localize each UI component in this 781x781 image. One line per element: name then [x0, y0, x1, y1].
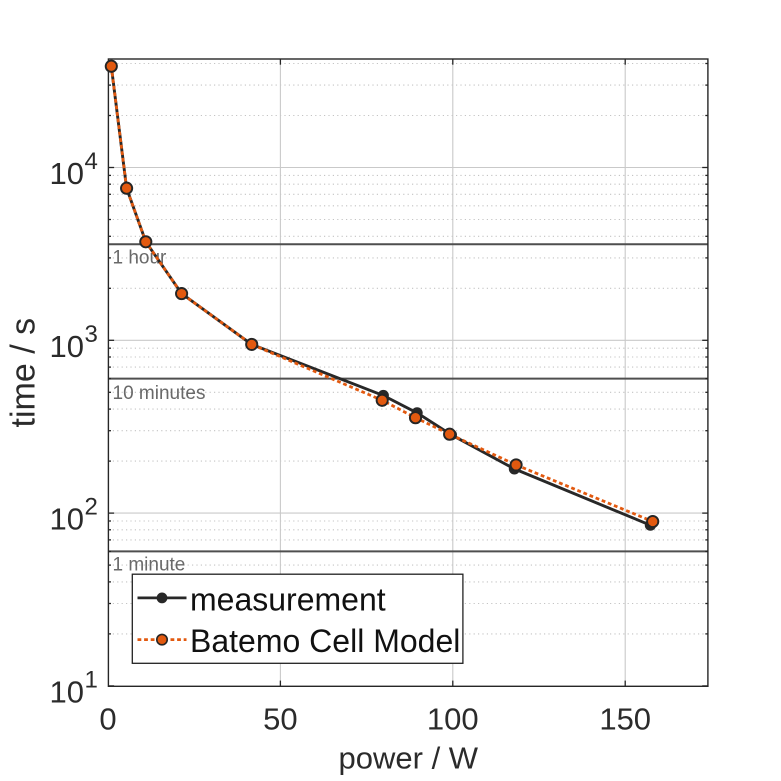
- svg-text:10: 10: [50, 674, 84, 709]
- svg-text:1: 1: [85, 666, 98, 693]
- svg-text:2: 2: [85, 494, 98, 521]
- svg-text:10: 10: [50, 156, 84, 191]
- svg-text:10: 10: [50, 329, 84, 364]
- svg-text:100: 100: [427, 702, 479, 737]
- svg-text:10: 10: [50, 502, 84, 537]
- svg-text:measurement: measurement: [190, 582, 386, 618]
- svg-text:power / W: power / W: [339, 741, 479, 776]
- svg-text:1 minute: 1 minute: [113, 555, 186, 576]
- svg-text:time / s: time / s: [5, 318, 43, 428]
- svg-text:Batemo Cell Model: Batemo Cell Model: [190, 623, 460, 659]
- svg-text:4: 4: [85, 148, 98, 175]
- svg-text:0: 0: [99, 702, 116, 737]
- svg-text:10 minutes: 10 minutes: [113, 383, 206, 404]
- svg-text:3: 3: [85, 321, 98, 348]
- svg-text:1 hour: 1 hour: [113, 248, 168, 269]
- svg-text:150: 150: [599, 702, 651, 737]
- svg-text:50: 50: [263, 702, 297, 737]
